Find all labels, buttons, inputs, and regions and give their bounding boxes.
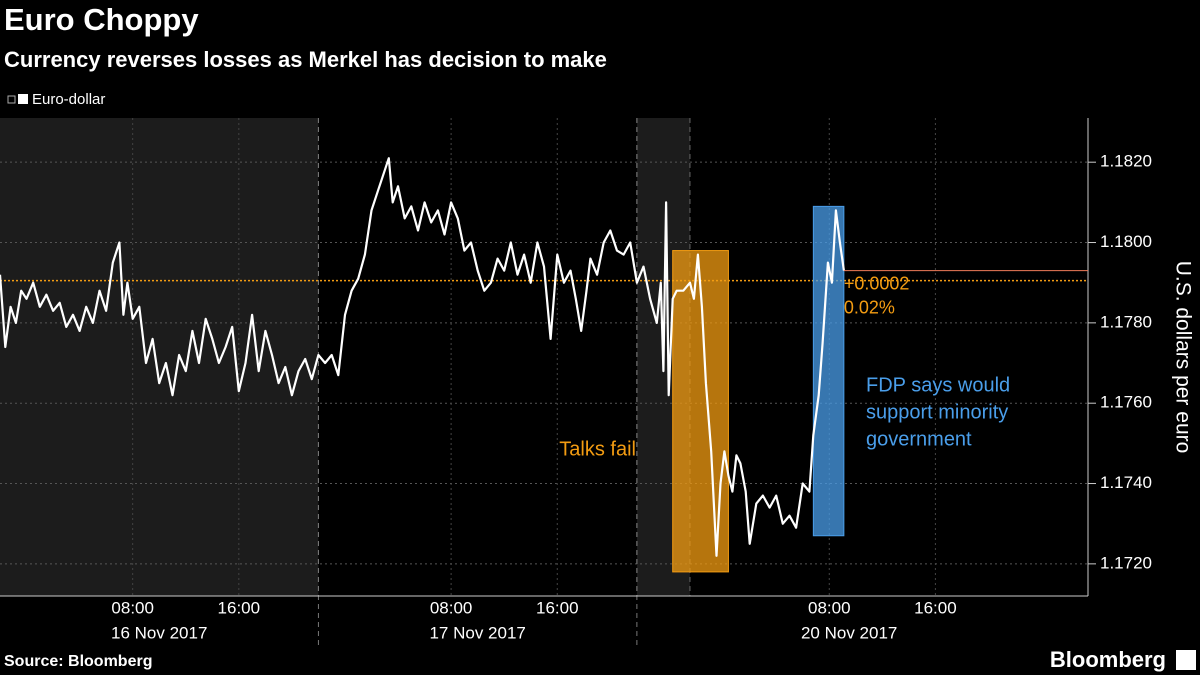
- shaded-region: [0, 118, 319, 596]
- annotation: government: [866, 428, 972, 450]
- date-label: 20 Nov 2017: [801, 623, 897, 642]
- y-tick-label: 1.1720: [1100, 553, 1152, 572]
- x-tick-label: 08:00: [111, 598, 154, 617]
- x-tick-label: 08:00: [430, 598, 473, 617]
- x-tick-label: 08:00: [808, 598, 851, 617]
- brand-icon: [1176, 650, 1196, 670]
- y-tick-label: 1.1800: [1100, 232, 1152, 251]
- x-tick-label: 16:00: [914, 598, 957, 617]
- y-tick-label: 1.1780: [1100, 312, 1152, 331]
- y-tick-label: 1.1740: [1100, 473, 1152, 492]
- y-tick-label: 1.1760: [1100, 393, 1152, 412]
- chart-title: Euro Choppy: [4, 2, 199, 37]
- change-label: +0.0002: [844, 273, 910, 293]
- y-tick-label: 1.1820: [1100, 152, 1152, 171]
- brand: Bloomberg: [1050, 647, 1166, 672]
- highlight-box: [812, 205, 845, 537]
- legend-icon: [7, 95, 16, 104]
- x-tick-label: 16:00: [536, 598, 579, 617]
- annotation: Talks fail: [559, 438, 636, 460]
- x-tick-label: 16:00: [218, 598, 261, 617]
- date-label: 17 Nov 2017: [429, 623, 525, 642]
- source: Source: Bloomberg: [4, 653, 152, 670]
- y-axis-label: U.S. dollars per euro: [1171, 261, 1194, 454]
- shading-layer: [0, 118, 690, 596]
- legend-swatch: [18, 94, 28, 104]
- change-label: 0.02%: [844, 297, 895, 317]
- annotation: FDP says would: [866, 374, 1010, 396]
- legend-label: Euro-dollar: [32, 91, 105, 108]
- date-label: 16 Nov 2017: [111, 623, 207, 642]
- chart-subtitle: Currency reverses losses as Merkel has d…: [4, 47, 607, 72]
- annotation: support minority: [866, 401, 1008, 423]
- series-line: [0, 157, 845, 557]
